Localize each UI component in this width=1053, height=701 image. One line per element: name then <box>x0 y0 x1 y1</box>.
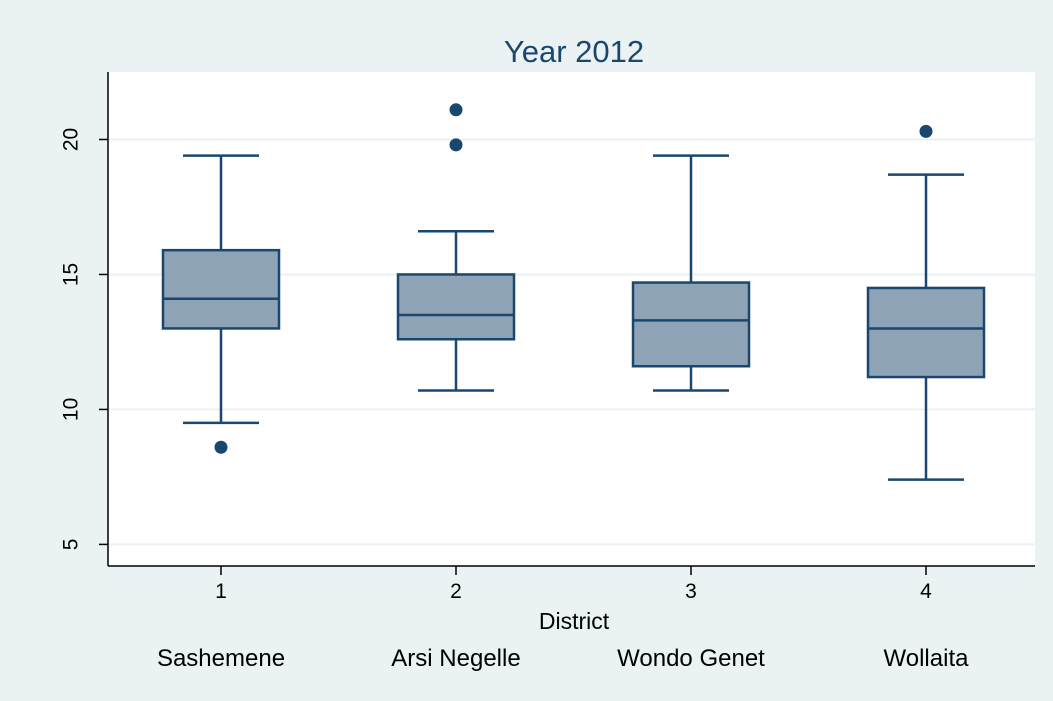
y-tick-label: 20 <box>60 128 83 151</box>
iqr-box <box>866 286 986 379</box>
iqr-box <box>396 273 516 341</box>
x-tick-label: 2 <box>450 580 462 603</box>
y-tick-label: 5 <box>60 539 83 551</box>
iqr-box <box>161 248 281 330</box>
category-label: Wollaita <box>884 645 970 672</box>
category-label: Wondo Genet <box>617 645 765 672</box>
x-tick-label: 4 <box>920 580 932 603</box>
outlier-point <box>449 103 463 117</box>
iqr-box <box>631 281 751 368</box>
category-label: Arsi Negelle <box>391 645 520 672</box>
chart-title: Year 2012 <box>504 34 644 69</box>
outlier-point <box>214 440 228 454</box>
x-tick-label: 1 <box>215 580 227 603</box>
plot-area: 5 10 15 20 1 Sashemene 2 Arsi Negelle 3 Wondo Gen… <box>60 72 1035 672</box>
y-tick-label: 10 <box>60 398 83 421</box>
category-label: Sashemene <box>157 645 285 672</box>
outlier-point <box>449 138 463 152</box>
x-axis-title: District <box>539 608 610 634</box>
y-tick-label: 15 <box>60 263 83 286</box>
outlier-point <box>919 124 933 138</box>
x-tick-label: 3 <box>685 580 697 603</box>
